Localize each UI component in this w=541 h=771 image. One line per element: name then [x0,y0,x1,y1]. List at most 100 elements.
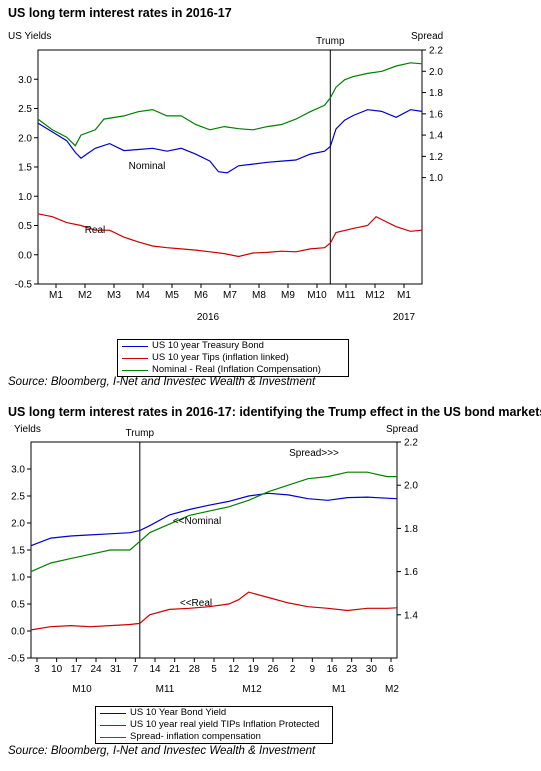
x-tick-label: 6 [388,664,394,675]
legend-swatch [122,346,148,347]
y2-tick-label: 1.8 [429,88,443,99]
chart2-title: US long term interest rates in 2016-17: … [8,405,541,419]
chart1-right-axis-label: Spread [411,31,444,42]
chart2-legend-item-spread: Spread- inflation compensation [96,731,332,743]
y2-tick-label: 1.4 [429,131,443,142]
x-tick-label: 12 [228,664,240,675]
legend-label: US 10 Year Bond Yield [130,707,227,718]
y-tick-label: 2.5 [11,492,25,503]
x-tick-label: 2 [290,664,296,675]
legend-swatch [122,358,148,359]
event-label: Trump [316,36,345,47]
x-tick-label: 19 [248,664,260,675]
series-line-real [30,591,398,631]
plot-frame [37,49,423,285]
x-tick-label: M8 [252,290,266,301]
x-tick-label: 10 [51,664,63,675]
x-tick-label: 17 [71,664,83,675]
chart1-plot: -0.5 0.0 0.5 1.0 1.5 2.0 2.5 3.0 1.0 1.2 1.4 1.6 1.8… [15,36,444,323]
y2-tick-label: 2.2 [404,438,418,449]
x-tick-label: 30 [366,664,378,675]
y2-tick-label: 1.2 [429,152,443,163]
chart2-legend-item-real: US 10 year real yield TIPs Inflation Pro… [96,719,332,731]
x-tick-label: 14 [149,664,161,675]
x-tick-label: M1 [49,290,63,301]
chart1-legend: US 10 year Treasury Bond US 10 year Tips… [117,339,349,377]
x-tick-label: 9 [310,664,316,675]
y-tick-label: 0.5 [11,600,25,611]
legend-swatch [100,725,126,726]
x-tick-label: M9 [281,290,295,301]
y2-tick-label: 1.4 [404,610,418,621]
x-tick-label: 26 [267,664,279,675]
month-label: M10 [72,684,92,695]
x-tick-label: M11 [337,290,356,301]
y-tick-label: -0.5 [15,280,33,291]
chart1-left-axis-label: US Yields [8,31,52,42]
y-tick-label: 1.0 [11,573,25,584]
month-label: M12 [242,684,262,695]
chart2-source: Source: Bloomberg, I-Net and Investec We… [8,745,316,757]
legend-label: Nominal - Real (Inflation Compensation) [152,364,321,375]
x-tick-label: M4 [136,290,150,301]
chart2-legend: US 10 Year Bond Yield US 10 year real yi… [95,706,333,744]
legend-label: US 10 year Treasury Bond [152,340,264,351]
x-tick-label: 3 [34,664,40,675]
y2-tick-label: 1.6 [429,109,443,120]
event-label: Trump [126,428,155,439]
chart1-legend-item-real: US 10 year Tips (inflation linked) [118,352,348,364]
month-label: M2 [385,684,399,695]
y-tick-label: -0.5 [8,654,26,665]
chart2-legend-item-nominal: US 10 Year Bond Yield [96,707,332,719]
x-tick-label: 16 [326,664,338,675]
series-line-nominal [37,109,423,174]
chart1-legend-item-spread: Nominal - Real (Inflation Compensation) [118,364,348,376]
y-tick-label: 2.0 [11,519,25,530]
y-tick-label: 3.0 [18,75,32,86]
y-tick-label: 0.0 [18,250,32,261]
series-line-real [37,213,423,258]
nominal-series-label: <<Nominal [173,516,221,527]
x-tick-label: M3 [107,290,121,301]
x-tick-label: 23 [346,664,358,675]
legend-swatch [100,713,126,714]
month-label: M1 [332,684,346,695]
y2-tick-label: 1.8 [404,524,418,535]
x-tick-label: 5 [211,664,217,675]
y-tick-label: 0.5 [18,221,32,232]
y2-tick-label: 2.0 [429,67,443,78]
chart2-plot: -0.5 0.0 0.5 1.0 1.5 2.0 2.5 3.0 1.4 1.6 1.8 2.0 2.2… [8,428,419,695]
x-tick-label: M10 [307,290,327,301]
year-label-2016: 2016 [197,312,220,323]
legend-label: Spread- inflation compensation [130,731,261,742]
x-tick-label: M2 [78,290,92,301]
chart1-legend-item-nominal: US 10 year Treasury Bond [118,340,348,352]
real-series-label: <<Real [180,598,212,609]
chart2-right-axis-label: Spread [386,424,419,435]
y-tick-label: 2.0 [18,133,32,144]
chart1-source: Source: Bloomberg, I-Net and Investec We… [8,376,316,388]
series-line-nominal [30,492,398,547]
year-label-2017: 2017 [393,312,416,323]
y-tick-label: 2.5 [18,104,32,115]
y-tick-label: 0.0 [11,627,25,638]
chart2-left-axis-label: Yields [14,424,41,435]
x-tick-label: 7 [133,664,139,675]
x-tick-label: 24 [90,664,102,675]
y-tick-label: 1.5 [11,546,25,557]
x-tick-label: 21 [169,664,181,675]
legend-label: US 10 year Tips (inflation linked) [152,352,289,363]
legend-swatch [122,370,148,371]
y-tick-label: 1.5 [18,163,32,174]
x-tick-label: M5 [165,290,179,301]
y-tick-label: 3.0 [11,465,25,476]
legend-label: US 10 year real yield TIPs Inflation Pro… [130,719,320,730]
x-tick-label: M12 [365,290,385,301]
real-series-label: Real [85,225,106,236]
y2-tick-label: 1.6 [404,567,418,578]
y2-tick-label: 1.0 [429,173,443,184]
x-tick-label: M1 [397,290,411,301]
x-tick-label: M6 [194,290,208,301]
spread-series-label: Spread>>> [289,448,339,459]
y-tick-label: 1.0 [18,192,32,203]
